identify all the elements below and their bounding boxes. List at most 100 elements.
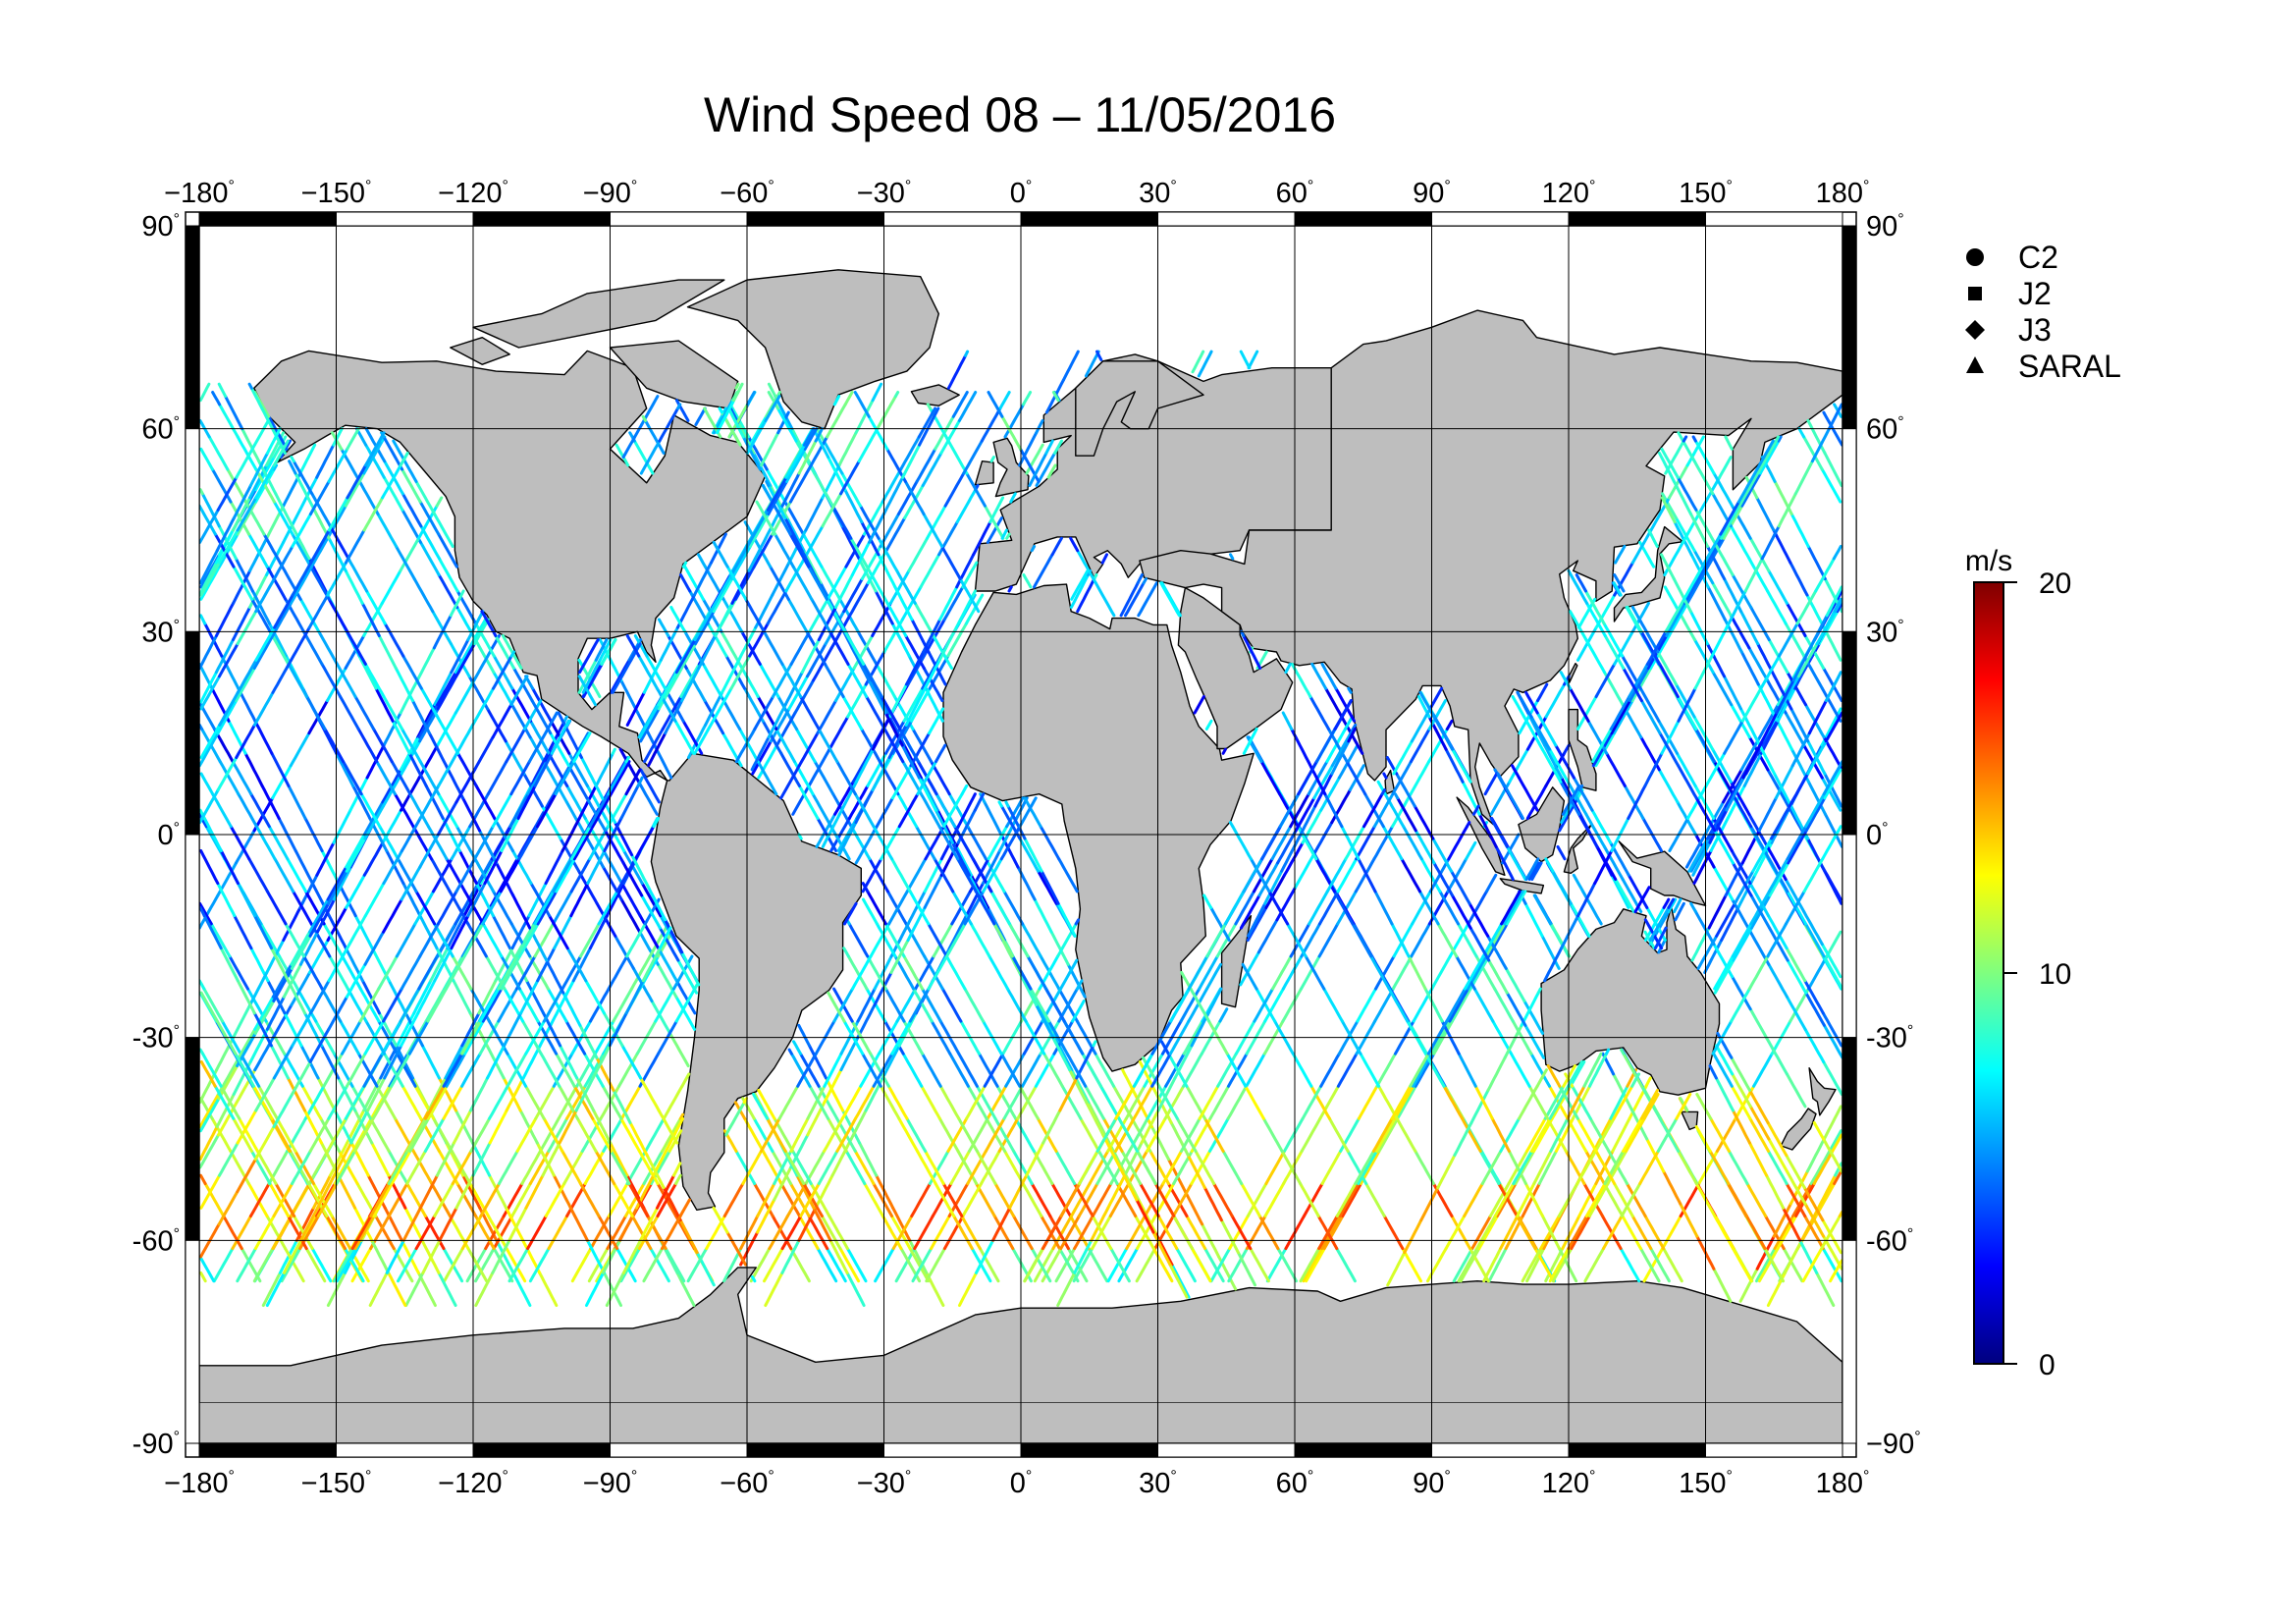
track-segment — [1041, 1215, 1063, 1251]
track-segment — [1267, 890, 1290, 926]
track-segment — [1603, 634, 1626, 670]
track-segment — [1725, 776, 1745, 812]
track-segment — [1749, 890, 1771, 926]
track-segment — [1076, 549, 1097, 585]
track-segment — [875, 922, 897, 958]
track-segment — [1822, 760, 1842, 796]
track-segment — [1803, 1202, 1826, 1238]
track-segment — [1159, 581, 1181, 618]
track-segment — [1241, 962, 1258, 991]
frame-bar-right — [1842, 225, 1857, 430]
track-segment — [1310, 662, 1328, 690]
track-segment — [536, 947, 557, 983]
track-segment — [950, 840, 971, 877]
track-segment — [637, 1149, 660, 1185]
track-segment — [969, 922, 991, 958]
track-segment — [807, 1215, 829, 1251]
track-segment — [1336, 890, 1358, 926]
track-segment — [544, 849, 564, 886]
track-segment — [287, 662, 308, 698]
track-segment — [238, 1116, 259, 1153]
track-segment — [638, 1206, 659, 1242]
track-segment — [1229, 553, 1235, 561]
track-segment — [203, 1182, 226, 1217]
track-segment — [838, 1247, 861, 1283]
land-new-zealand-south — [1780, 1108, 1817, 1151]
track-segment — [828, 629, 850, 666]
track-segment — [1499, 1116, 1521, 1153]
track-segment — [338, 1149, 359, 1185]
track-segment — [1521, 1182, 1541, 1217]
track-segment — [1319, 1052, 1341, 1088]
track-segment — [542, 987, 564, 1023]
track-segment — [1772, 1202, 1792, 1238]
track-segment — [1511, 764, 1521, 780]
track-segment — [1484, 922, 1507, 958]
track-segment — [1334, 686, 1356, 723]
track-segment — [752, 452, 773, 487]
track-segment — [862, 897, 879, 926]
track-segment — [335, 751, 355, 787]
lon-tick-label-top: 30° — [1139, 178, 1177, 209]
track-segment — [1280, 1149, 1303, 1185]
track-segment — [795, 1173, 816, 1210]
track-segment — [1806, 545, 1827, 581]
track-segment — [1430, 954, 1452, 991]
track-segment — [418, 784, 441, 820]
track-segment — [399, 987, 421, 1023]
track-segment — [298, 873, 319, 909]
track-segment — [257, 1084, 279, 1120]
track-segment — [247, 857, 269, 893]
track-segment — [1824, 711, 1842, 743]
track-segment — [1505, 991, 1527, 1027]
track-segment — [1431, 837, 1453, 873]
track-segment — [1338, 1182, 1361, 1217]
track-segment — [1223, 890, 1246, 926]
track-segment — [732, 382, 744, 403]
track-segment — [901, 760, 923, 796]
track-segment — [1091, 1182, 1113, 1217]
track-segment — [991, 1206, 1012, 1242]
track-segment — [437, 573, 459, 609]
track-segment — [1190, 1247, 1212, 1283]
track-segment — [1810, 427, 1831, 463]
track-segment — [1203, 1116, 1225, 1153]
track-segment — [1737, 471, 1760, 508]
track-segment — [1091, 1215, 1113, 1251]
track-segment — [916, 760, 937, 796]
track-segment — [1639, 1088, 1659, 1120]
track-segment — [445, 954, 466, 991]
track-segment — [674, 638, 697, 675]
track-segment — [486, 1044, 507, 1080]
track-segment — [1630, 606, 1641, 622]
track-segment — [825, 597, 847, 633]
track-segment — [372, 728, 394, 764]
track-segment — [396, 1052, 417, 1088]
track-segment — [697, 634, 718, 670]
track-segment — [1007, 922, 1030, 958]
frame-bar-top — [746, 211, 884, 227]
track-segment — [1765, 1173, 1786, 1210]
track-segment — [360, 601, 381, 637]
track-segment — [1535, 1068, 1548, 1088]
track-segment — [1369, 954, 1391, 991]
track-segment — [495, 1238, 515, 1274]
track-segment — [229, 825, 251, 861]
track-segment — [1560, 776, 1580, 812]
track-segment — [1432, 715, 1454, 751]
track-segment — [1834, 597, 1842, 614]
track-segment — [566, 764, 589, 800]
track-segment — [1092, 1040, 1097, 1048]
track-segment — [474, 784, 497, 820]
frame-bar-top — [472, 211, 611, 227]
track-segment — [1022, 391, 1033, 406]
track-segment — [570, 1247, 593, 1283]
track-segment — [1743, 557, 1764, 593]
track-segment — [988, 954, 1009, 991]
track-segment — [253, 719, 274, 755]
track-segment — [1767, 1137, 1789, 1173]
track-segment — [1161, 1149, 1183, 1185]
track-segment — [388, 1052, 409, 1088]
track-segment — [821, 812, 841, 848]
track-segment — [521, 1044, 542, 1080]
